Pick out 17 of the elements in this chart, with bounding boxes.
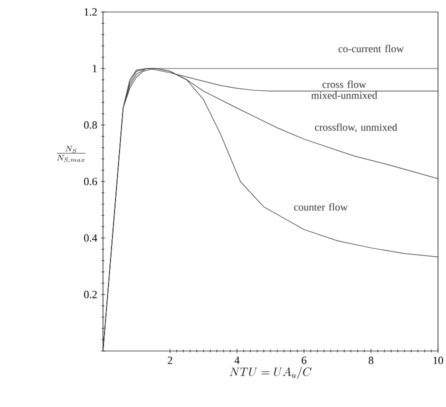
x-tick-label: 2 bbox=[168, 356, 172, 364]
x-tick-label: 8 bbox=[368, 356, 374, 364]
series-label: co-current flow bbox=[338, 44, 404, 52]
y-tick-label: 0.8 bbox=[84, 121, 97, 129]
x-axis-title: $NTU = UA_u/C$ bbox=[230, 366, 312, 379]
series-label: crossflow, unmixed bbox=[314, 123, 398, 132]
x-tick-label: 10 bbox=[433, 356, 444, 364]
y-tick-label: 0.2 bbox=[84, 290, 97, 298]
series-label: cross flow mixed-unmixed bbox=[311, 80, 378, 99]
y-tick-label: 0.4 bbox=[84, 234, 98, 242]
x-tick-label: 6 bbox=[302, 356, 306, 364]
y-tick-label: 1 bbox=[92, 64, 97, 72]
x-tick-label: 4 bbox=[234, 356, 240, 364]
y-tick-label: 0.6 bbox=[84, 178, 98, 186]
y-axis-title: $\frac{N_S}{N_{S,max}}$ bbox=[56, 146, 86, 163]
series-label: counter flow bbox=[294, 203, 348, 211]
y-tick-label: 1.2 bbox=[84, 8, 97, 16]
